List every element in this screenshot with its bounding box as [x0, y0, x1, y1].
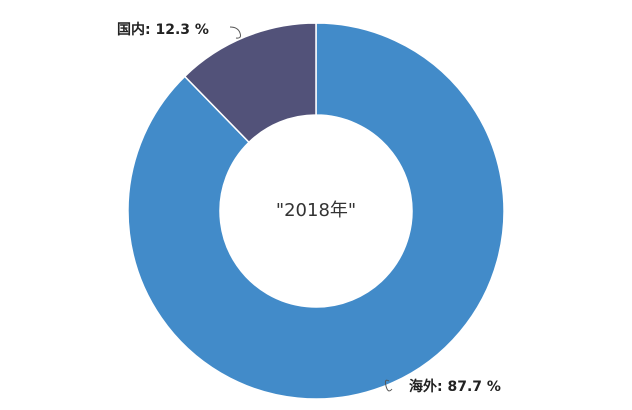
center-label: "2018年" — [276, 200, 356, 221]
slice-labels: 海外: 87.7 % 国内: 12.3 % — [117, 21, 501, 395]
slice-domestic — [183, 22, 317, 144]
leader-line-overseas — [384, 379, 393, 392]
slice-overseas — [127, 22, 505, 400]
slice-label-overseas: 海外: 87.7 % — [409, 378, 501, 395]
chart-slices — [127, 22, 505, 400]
leader-line-domestic — [229, 26, 241, 39]
slice-label-domestic: 国内: 12.3 % — [117, 21, 209, 38]
leader-lines — [229, 26, 393, 392]
